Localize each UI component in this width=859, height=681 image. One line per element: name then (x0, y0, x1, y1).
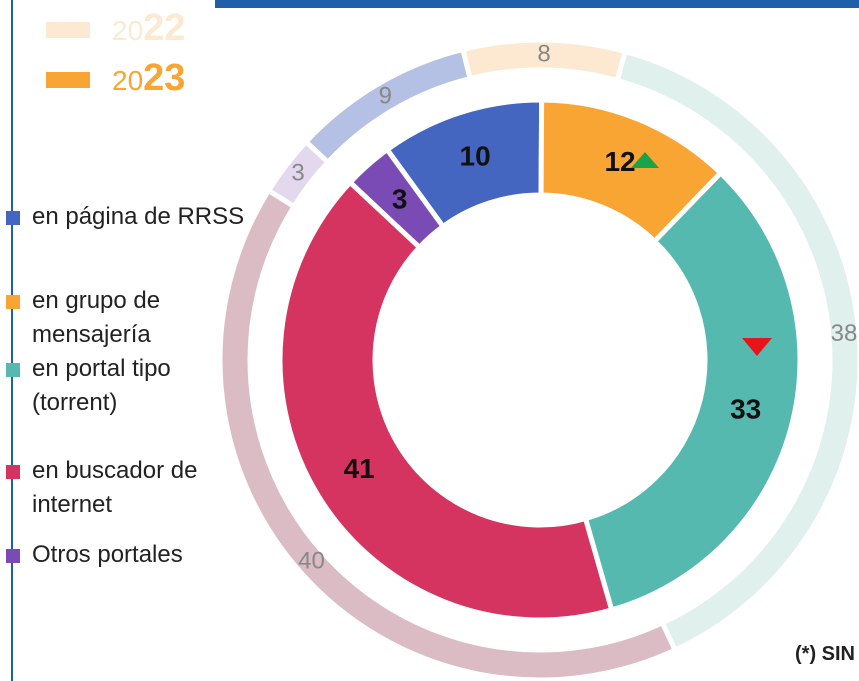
segment (346, 146, 447, 251)
top-bar (215, 0, 859, 8)
segment (582, 169, 803, 614)
value-label: 33 (730, 394, 761, 425)
value-label: 3 (392, 184, 408, 215)
legend-entry: en portal tipo (torrent) (6, 352, 224, 420)
legend-entry: en página de RRSS (6, 200, 294, 234)
value-label: 12 (604, 146, 635, 177)
legend-entry: Otros portales (6, 538, 244, 572)
legend-entry: en grupo de mensajería (6, 284, 224, 352)
segment (265, 138, 332, 210)
legend-swatch (46, 22, 90, 38)
legend-year: 2023 (112, 57, 185, 99)
legend-year: 2022 (112, 7, 185, 49)
value-label: 8 (537, 40, 550, 67)
legend-label: en grupo de mensajería (32, 287, 161, 348)
value-label: 9 (379, 82, 392, 109)
rings: 9 8 38 40 3 10 12 33 41 3 (217, 37, 859, 681)
legend-swatch (6, 549, 20, 563)
legend-swatch (6, 465, 20, 479)
footnote: (*) SIN (795, 643, 855, 665)
legend-swatch (6, 211, 20, 225)
value-label: 3 (291, 160, 304, 187)
legend-swatch (6, 295, 20, 309)
value-label: 41 (344, 453, 375, 484)
legend-entry: en buscador de internet (6, 454, 224, 522)
legend-label: en página de RRSS (32, 203, 245, 230)
legend-label: Otros portales (32, 541, 183, 568)
value-label: 40 (298, 547, 325, 574)
legend-swatch (6, 363, 20, 377)
down-arrow (742, 338, 772, 356)
legend-label: en buscador de internet (32, 457, 198, 518)
segment (277, 178, 615, 623)
value-label: 38 (831, 320, 858, 347)
legend-label: en portal tipo (torrent) (32, 355, 171, 416)
legend-swatch (46, 72, 90, 88)
value-label: 10 (460, 141, 491, 172)
up-arrow (631, 152, 659, 168)
